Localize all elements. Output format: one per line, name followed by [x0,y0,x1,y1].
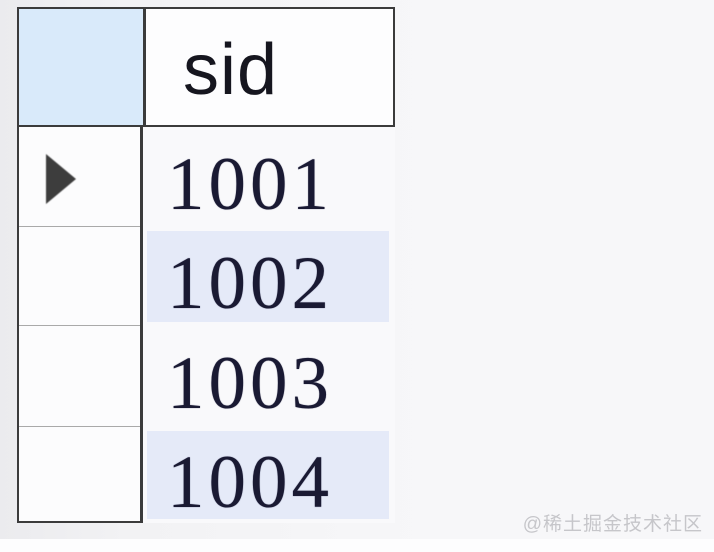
data-cell-sid[interactable]: 1004 [143,427,395,523]
cell-value: 1003 [167,342,333,425]
row-selector-cell[interactable] [19,326,140,427]
sid-column: 1001 1002 1003 1004 [143,127,395,523]
data-cell-sid[interactable]: 1001 [143,127,395,227]
alt-row-highlight [147,431,389,519]
row-selector-cell[interactable] [19,427,140,523]
cell-value: 1002 [167,242,333,325]
row-selector-cell[interactable] [19,127,140,227]
watermark: @稀土掘金技术社区 [522,514,703,535]
row-selector-column [17,127,143,523]
alt-row-highlight [147,231,389,322]
results-grid: sid 1001 1002 1003 [17,7,395,523]
current-row-indicator-icon [46,153,76,204]
row-selector-header-cell[interactable] [17,7,143,127]
cell-value: 1001 [167,142,333,226]
cell-value: 1004 [167,440,333,524]
column-header-sid[interactable]: sid [143,7,395,127]
row-selector-cell[interactable] [19,227,140,326]
data-cell-sid[interactable]: 1002 [143,227,395,326]
column-header-label: sid [183,30,279,110]
data-cell-sid[interactable]: 1003 [143,326,395,427]
page-bottom-strip [0,539,714,552]
grid-body: 1001 1002 1003 1004 [17,127,395,523]
